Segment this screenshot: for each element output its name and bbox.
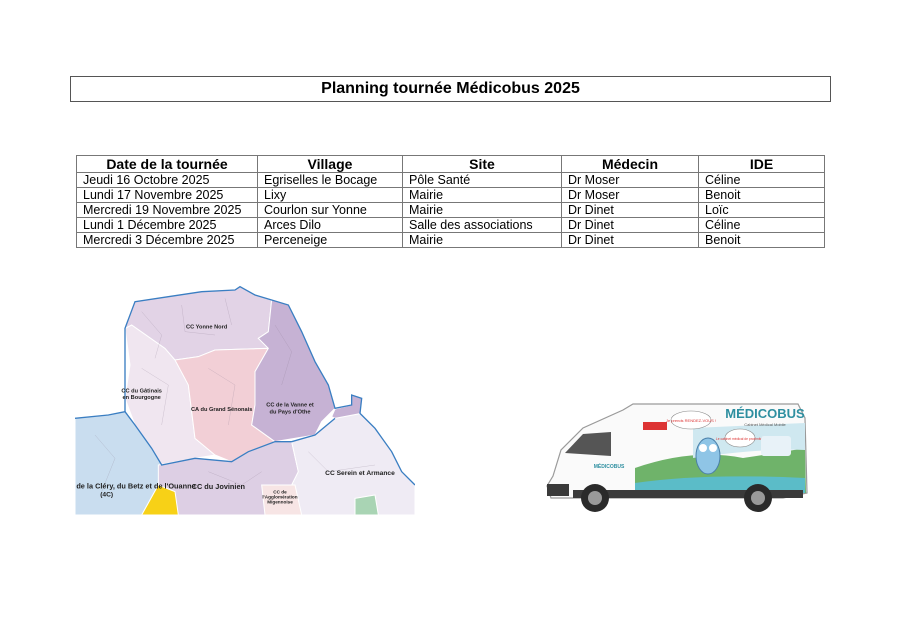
cell-date: Mercredi 19 Novembre 2025 [76, 202, 258, 218]
bubble-text-2: Le cabinet médical de proximité ! [716, 437, 764, 441]
table-row: Lundi 1 Décembre 2025 Arces Dilo Salle d… [76, 217, 825, 233]
van-brand-logo: MÉDICOBUS [725, 406, 805, 421]
table-row: Mercredi 3 Décembre 2025 Perceneige Mair… [76, 232, 825, 248]
van-window [565, 432, 611, 456]
table-row: Jeudi 16 Octobre 2025 Egriselles le Boca… [76, 172, 825, 188]
bubble-text-1: Je prends RENDEZ-VOUS ! [666, 418, 716, 423]
van-bumper [547, 484, 569, 496]
page-title: Planning tournée Médicobus 2025 [70, 76, 831, 102]
label-migennoise-2: l'Agglomération [262, 494, 297, 499]
header-date: Date de la tournée [76, 155, 258, 173]
doctor-illustration [761, 436, 791, 456]
region-migennoise [261, 484, 303, 515]
label-gatinais-2: en Bourgogne [122, 395, 160, 401]
label-jovinien: CC du Jovinien [192, 482, 246, 491]
header-village: Village [257, 155, 403, 173]
cell-nurse: Benoit [698, 232, 825, 248]
cell-site: Mairie [402, 232, 562, 248]
van-skirt [573, 490, 803, 498]
speech-bubble-1 [670, 410, 712, 430]
label-vanne-1: CC de la Vanne et [266, 403, 314, 409]
label-senonais: CA du Grand Sénonais [191, 407, 252, 413]
owl-mascot-icon [695, 437, 721, 475]
cell-doctor: Dr Dinet [561, 217, 699, 233]
header-doctor: Médecin [561, 155, 699, 173]
cell-site: Mairie [402, 202, 562, 218]
cell-nurse: Benoit [698, 187, 825, 203]
cell-village: Lixy [257, 187, 403, 203]
table-row: Mercredi 19 Novembre 2025 Courlon sur Yo… [76, 202, 825, 218]
region-green [354, 494, 379, 515]
header-site: Site [402, 155, 562, 173]
label-clery-1: de la Cléry, du Betz et de l'Ouanne [76, 481, 195, 490]
medicobus-van-illustration: MÉDICOBUS Cabinet Médical Mobile Je pren… [546, 403, 808, 512]
map-border [75, 285, 415, 486]
region-yellow [141, 484, 179, 515]
label-migennoise-3: Migennoise [267, 499, 293, 504]
cell-doctor: Dr Moser [561, 172, 699, 188]
van-tagline: Cabinet Médical Mobile [744, 422, 786, 427]
cell-date: Lundi 17 Novembre 2025 [76, 187, 258, 203]
table-row: Lundi 17 Novembre 2025 Lixy Mairie Dr Mo… [76, 187, 825, 203]
cell-doctor: Dr Dinet [561, 232, 699, 248]
rear-wheel-hub [751, 491, 765, 505]
cell-village: Arces Dilo [257, 217, 403, 233]
title-text: Planning tournée Médicobus 2025 [321, 80, 580, 97]
cell-village: Courlon sur Yonne [257, 202, 403, 218]
cell-village: Egriselles le Bocage [257, 172, 403, 188]
owl-eye-right [709, 444, 717, 452]
cell-nurse: Loïc [698, 202, 825, 218]
label-vanne-2: du Pays d'Othe [270, 409, 311, 415]
commune-boundaries [94, 298, 376, 492]
cell-nurse: Céline [698, 172, 825, 188]
cell-site: Mairie [402, 187, 562, 203]
territory-map: CC Yonne Nord CC du Gâtinais en Bourgogn… [75, 285, 415, 515]
van-side-brand: MÉDICOBUS [594, 462, 625, 470]
front-wheel-hub [588, 491, 602, 505]
label-migennoise-1: CC de [273, 489, 287, 494]
cell-site: Pôle Santé [402, 172, 562, 188]
cell-nurse: Céline [698, 217, 825, 233]
label-clery-2: (4C) [100, 491, 113, 498]
owl-eye-left [699, 444, 707, 452]
cell-date: Mercredi 3 Décembre 2025 [76, 232, 258, 248]
label-yonne-nord: CC Yonne Nord [186, 324, 228, 330]
cell-date: Lundi 1 Décembre 2025 [76, 217, 258, 233]
cell-village: Perceneige [257, 232, 403, 248]
label-serein: CC Serein et Armance [325, 470, 395, 477]
partner-logo [643, 422, 667, 430]
table-header-row: Date de la tournée Village Site Médecin … [76, 155, 825, 173]
cell-doctor: Dr Moser [561, 187, 699, 203]
cell-date: Jeudi 16 Octobre 2025 [76, 172, 258, 188]
schedule-table: Date de la tournée Village Site Médecin … [76, 155, 825, 248]
speech-bubble-2 [724, 428, 756, 448]
cell-site: Salle des associations [402, 217, 562, 233]
label-gatinais-1: CC du Gâtinais [121, 388, 162, 394]
header-nurse: IDE [698, 155, 825, 173]
cell-doctor: Dr Dinet [561, 202, 699, 218]
